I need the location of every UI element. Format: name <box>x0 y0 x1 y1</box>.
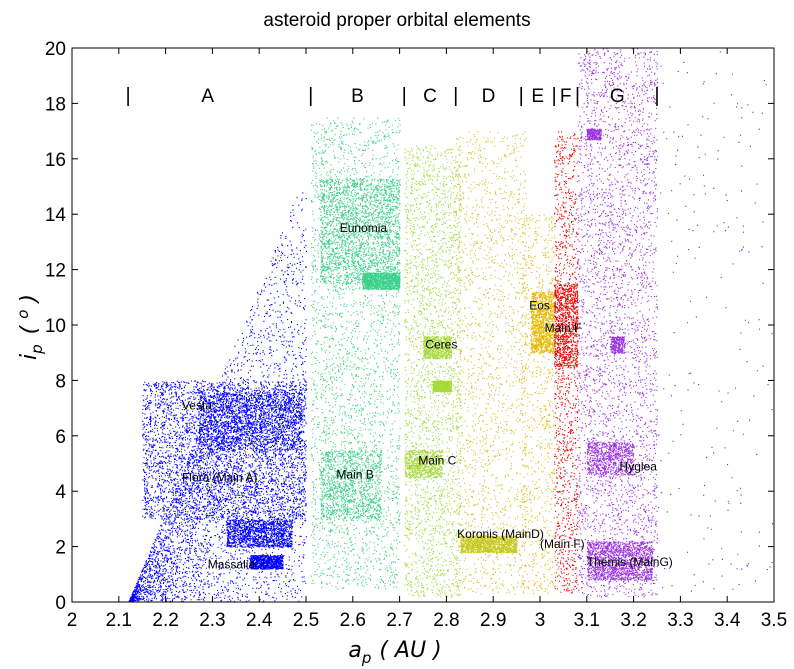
series-1-points <box>310 117 401 590</box>
y-axis-label-main: i <box>17 354 42 360</box>
x-tick-label: 2.7 <box>386 610 412 631</box>
x-tick-label: 3 <box>535 610 546 631</box>
family-annotation: Ceres <box>425 337 457 351</box>
series-4-points <box>521 214 556 595</box>
family-annotation: Flora (Main A) <box>182 470 257 484</box>
zone-divider: | <box>654 85 659 107</box>
axes: 2 2.1 2.2 2.3 2.4 2.5 2.6 2.7 2.8 2.9 3 3.1 3.2 3.3 3.… <box>45 39 787 631</box>
x-tick-label: 2.4 <box>246 610 273 631</box>
x-tick-label: 2.9 <box>480 610 506 631</box>
family-annotation: Vesta <box>182 398 212 412</box>
zone-label: E <box>531 86 544 107</box>
x-tick-label: 3.1 <box>574 610 600 631</box>
series-0-markers <box>128 192 307 603</box>
series-0-points <box>128 192 307 603</box>
family-annotation: Themis (MainG) <box>587 555 673 569</box>
y-tick-label: 14 <box>45 205 67 226</box>
zone-divider: | <box>308 85 313 107</box>
zone-label: B <box>351 86 364 107</box>
zone-label: C <box>423 86 437 107</box>
series-3-points <box>455 131 527 595</box>
series-4-markers <box>521 214 556 595</box>
x-tick-label: 2.1 <box>106 610 132 631</box>
x-axis-label: ap ( AU ) <box>348 638 441 667</box>
family-annotation: Main B <box>336 468 373 482</box>
x-tick-label: 2.5 <box>293 610 319 631</box>
zone-divider: | <box>402 85 407 107</box>
zone-divider: | <box>126 85 131 107</box>
y-tick-label: 2 <box>55 538 66 559</box>
family-annotation: Koronis (MainD) <box>457 527 544 541</box>
series-5-points <box>554 131 579 594</box>
zone-divider: | <box>519 85 524 107</box>
x-tick-label: 3.2 <box>620 610 646 631</box>
series-6-markers <box>577 48 659 598</box>
y-axis-label: ip ( o ) <box>14 294 46 360</box>
y-tick-label: 8 <box>55 371 66 392</box>
x-tick-label: 2.8 <box>433 610 459 631</box>
y-tick-label: 18 <box>45 94 66 115</box>
series-7-markers <box>657 51 774 592</box>
series-3-markers <box>455 131 527 595</box>
zone-divider: | <box>575 85 580 107</box>
family-annotation: (Main F) <box>540 537 585 551</box>
zone-label: D <box>482 86 496 107</box>
family-annotations: Vesta Flora (Main A) Massalia Eunomia Main B… <box>182 221 673 572</box>
family-annotation: Main C <box>418 454 456 468</box>
zone-divider: | <box>453 85 458 107</box>
x-tick-label: 2.3 <box>199 610 225 631</box>
family-annotation: Hyglea <box>620 459 658 473</box>
plot-frame <box>71 47 775 603</box>
zone-label: A <box>201 86 214 107</box>
x-tick-label: 2.6 <box>340 610 366 631</box>
y-tick-label: 20 <box>45 39 66 60</box>
family-annotation: Main F <box>545 321 582 335</box>
series-7-points <box>657 51 774 592</box>
y-axis-label-sub: p <box>28 344 46 355</box>
y-tick-label: 4 <box>55 482 66 503</box>
x-axis-label-main: a <box>348 638 361 663</box>
x-axis-label-unit: ( AU ) <box>379 638 441 663</box>
y-tick-label: 0 <box>55 593 66 614</box>
y-axis-label-unit: ( <box>17 319 42 335</box>
x-tick-label: 2.2 <box>152 610 178 631</box>
scatter-points <box>128 48 774 603</box>
x-axis-label-sub: p <box>361 649 372 667</box>
x-tick-label: 3.3 <box>667 610 693 631</box>
y-tick-label: 10 <box>45 316 66 337</box>
chart-title: asteroid proper orbital elements <box>263 10 530 31</box>
y-axis-label-degree: o <box>14 310 32 319</box>
series-2-points <box>404 145 462 598</box>
y-tick-label: 12 <box>45 261 66 282</box>
zone-label: F <box>560 86 572 107</box>
series-1-markers <box>310 117 401 590</box>
y-axis-label-unit-end: ) <box>17 294 42 310</box>
x-tick-label: 3.4 <box>714 610 741 631</box>
family-annotation: Eunomia <box>340 221 388 235</box>
family-annotation: Eos <box>529 299 550 313</box>
x-tick-label: 2 <box>67 610 78 631</box>
zone-divider: | <box>551 85 556 107</box>
series-6-points <box>577 48 659 598</box>
series-5-markers <box>554 131 579 594</box>
y-tick-label: 16 <box>45 150 66 171</box>
family-annotation: Massalia <box>208 558 256 572</box>
x-tick-label: 3.5 <box>761 610 787 631</box>
zone-label: G <box>610 86 625 107</box>
y-tick-label: 6 <box>55 427 66 448</box>
zone-labels: | | | | | | | | A B C D E F G <box>126 85 660 107</box>
series-2-markers <box>404 145 462 598</box>
